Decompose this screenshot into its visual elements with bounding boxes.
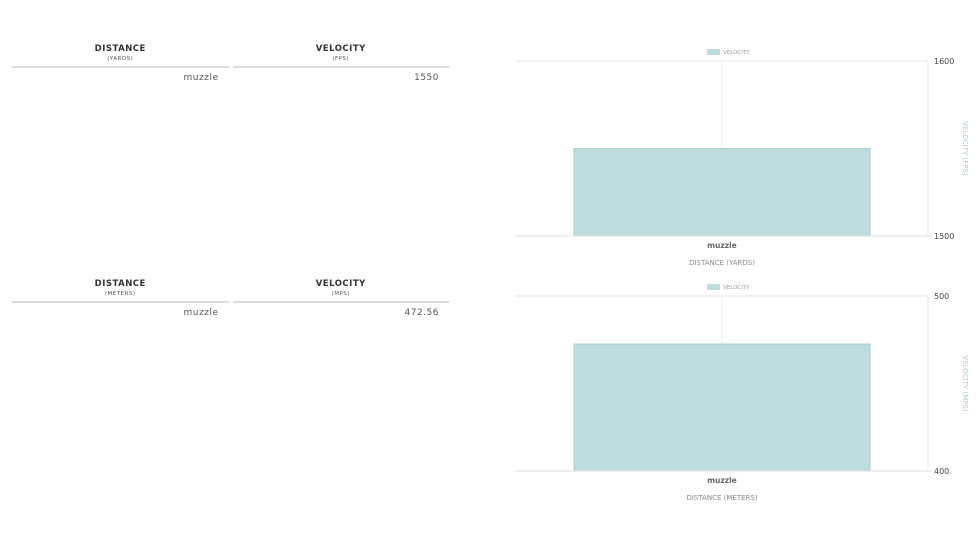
legend-swatch bbox=[707, 49, 720, 55]
distance-cell: muzzle bbox=[183, 308, 219, 318]
bar-muzzle bbox=[573, 148, 871, 237]
x-axis-title: DISTANCE (YARDS) bbox=[689, 259, 755, 267]
table-row: muzzle 1550 bbox=[12, 68, 449, 83]
yards-table: DISTANCE (YARDS) VELOCITY (FPS) muzzle 155… bbox=[12, 44, 449, 83]
y-axis-title: VELOCITY (FPS) bbox=[961, 121, 969, 176]
header-title: VELOCITY bbox=[315, 279, 366, 289]
x-axis-title: DISTANCE (METERS) bbox=[686, 494, 757, 502]
legend-label: VELOCITY bbox=[723, 285, 750, 291]
y-tick-label: 400 bbox=[934, 467, 949, 476]
velocity-header: VELOCITY (FPS) bbox=[232, 44, 449, 68]
legend-swatch bbox=[707, 284, 720, 290]
y-tick-label: 1500 bbox=[934, 232, 954, 241]
x-tick-label: muzzle bbox=[707, 476, 737, 485]
meters-table: DISTANCE (METERS) VELOCITY (MPS) muzzle 47… bbox=[12, 279, 449, 318]
distance-header: DISTANCE (METERS) bbox=[12, 279, 229, 303]
header-unit: (MPS) bbox=[331, 291, 350, 297]
header-title: VELOCITY bbox=[315, 44, 366, 54]
velocity-cell: 1550 bbox=[414, 73, 439, 83]
header-unit: (METERS) bbox=[104, 291, 136, 297]
x-tick-label: muzzle bbox=[707, 241, 737, 250]
table-row: muzzle 472.56 bbox=[12, 303, 449, 318]
bar-muzzle bbox=[573, 343, 871, 472]
header-title: DISTANCE bbox=[94, 279, 146, 289]
header-title: DISTANCE bbox=[94, 44, 146, 54]
y-tick-label: 500 bbox=[934, 292, 949, 301]
header-unit: (YARDS) bbox=[107, 56, 134, 62]
y-axis-title: VELOCITY (MPS) bbox=[961, 355, 969, 412]
velocity-header: VELOCITY (MPS) bbox=[232, 279, 449, 303]
y-tick-label: 1600 bbox=[934, 57, 954, 66]
legend-label: VELOCITY bbox=[723, 50, 750, 56]
header-unit: (FPS) bbox=[332, 56, 350, 62]
velocity-cell: 472.56 bbox=[404, 308, 439, 318]
distance-header: DISTANCE (YARDS) bbox=[12, 44, 229, 68]
distance-cell: muzzle bbox=[183, 73, 219, 83]
